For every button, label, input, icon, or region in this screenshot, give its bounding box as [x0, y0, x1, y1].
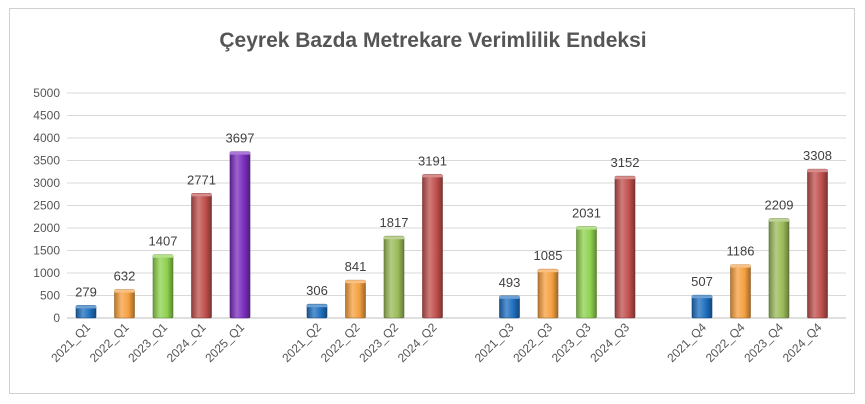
bar-cap	[538, 269, 558, 273]
data-label: 279	[75, 284, 97, 299]
bar-cap	[114, 289, 135, 293]
data-label: 1085	[534, 248, 563, 263]
data-label: 2771	[187, 172, 216, 187]
bar-2025_Q1	[229, 151, 251, 319]
bar-cap	[769, 218, 789, 222]
data-label: 841	[345, 259, 367, 274]
x-tick-label: 2021_Q4	[664, 320, 709, 365]
x-tick-label: 2024_Q1	[164, 320, 209, 365]
x-tick-label: 2021_Q2	[279, 320, 324, 365]
bar-cap	[499, 295, 520, 299]
x-tick-label: 2023_Q1	[125, 320, 170, 365]
y-tick-label: 2000	[33, 221, 60, 235]
x-tick-label: 2023_Q4	[741, 320, 786, 365]
data-label: 632	[114, 269, 136, 284]
bar-cap	[307, 304, 327, 308]
y-tick-label: 5000	[33, 86, 60, 100]
bar-cap	[345, 280, 366, 284]
x-tick-label: 2022_Q1	[87, 320, 132, 365]
bar-2024_Q2	[422, 174, 443, 319]
x-tick-label: 2024_Q2	[395, 320, 440, 365]
bar-cap	[76, 305, 96, 309]
bar-2022_Q4	[730, 264, 751, 319]
x-tick-label: 2024_Q3	[587, 320, 632, 365]
y-tick-label: 4000	[33, 131, 60, 145]
x-tick-label: 2023_Q3	[549, 320, 594, 365]
data-label: 1186	[727, 244, 755, 259]
x-tick-label: 2021_Q1	[48, 320, 93, 365]
data-labels: 279 632 1407 2771 3697 306 841 1817 3191 493 1085 2…	[75, 131, 832, 300]
x-tick-label: 2024_Q4	[780, 320, 825, 365]
bar-cap	[615, 176, 635, 180]
bars	[75, 151, 828, 319]
bar-cap	[422, 174, 443, 178]
bar-2023_Q1	[152, 254, 174, 319]
bar-cap	[230, 151, 250, 155]
bar-2024_Q1	[191, 193, 212, 319]
bar-cap	[692, 295, 712, 299]
chart-title: Çeyrek Bazda Metrekare Verimlilik Endeks…	[219, 29, 646, 52]
bar-2022_Q2	[345, 279, 366, 319]
x-tick-label: 2022_Q4	[703, 320, 748, 365]
data-label: 493	[499, 275, 521, 290]
data-label: 3152	[611, 155, 640, 170]
y-tick-label: 4500	[33, 109, 60, 123]
data-label: 3191	[418, 153, 447, 168]
bar-2021_Q3	[499, 295, 520, 319]
y-axis-ticks: 0 500 1000 1500 2000 2500 3000 3500 4000 4500 5000	[33, 86, 60, 325]
bar-2021_Q4	[691, 294, 713, 319]
bar-cap	[384, 236, 404, 240]
bar-2022_Q1	[114, 289, 135, 319]
data-label: 1817	[380, 215, 409, 230]
bar-cap	[576, 226, 597, 230]
y-tick-label: 500	[40, 289, 60, 303]
data-label: 3697	[226, 131, 255, 146]
data-label: 1407	[149, 234, 178, 249]
data-label: 306	[306, 283, 328, 298]
data-label: 3308	[803, 148, 832, 163]
y-tick-label: 3000	[33, 176, 60, 190]
x-tick-label: 2022_Q2	[318, 320, 363, 365]
bar-2022_Q3	[537, 268, 559, 319]
data-label: 2031	[572, 206, 601, 221]
bar-2023_Q2	[383, 235, 405, 319]
chart-frame: Çeyrek Bazda Metrekare Verimlilik Endeks…	[9, 8, 855, 394]
data-label: 2209	[765, 198, 794, 213]
x-tick-label: 2022_Q3	[510, 320, 555, 365]
y-tick-label: 2500	[33, 199, 60, 213]
bar-2024_Q4	[807, 168, 828, 319]
y-tick-label: 0	[53, 311, 60, 325]
x-tick-label: 2023_Q2	[356, 320, 401, 365]
grid-lines	[67, 92, 846, 319]
x-tick-label: 2021_Q3	[472, 320, 517, 365]
y-tick-label: 1000	[33, 266, 60, 280]
bar-cap	[807, 169, 828, 173]
y-tick-label: 3500	[33, 154, 60, 168]
bar-cap	[191, 193, 212, 197]
bar-2023_Q4	[768, 218, 790, 319]
bar-chart: Çeyrek Bazda Metrekare Verimlilik Endeks…	[33, 29, 846, 365]
bar-2023_Q3	[576, 226, 597, 319]
x-tick-label: 2025_Q1	[202, 320, 247, 365]
y-tick-label: 1500	[33, 244, 60, 258]
bar-2024_Q3	[614, 175, 636, 319]
bar-cap	[153, 254, 173, 258]
data-label: 507	[691, 274, 713, 289]
bar-cap	[730, 264, 751, 268]
